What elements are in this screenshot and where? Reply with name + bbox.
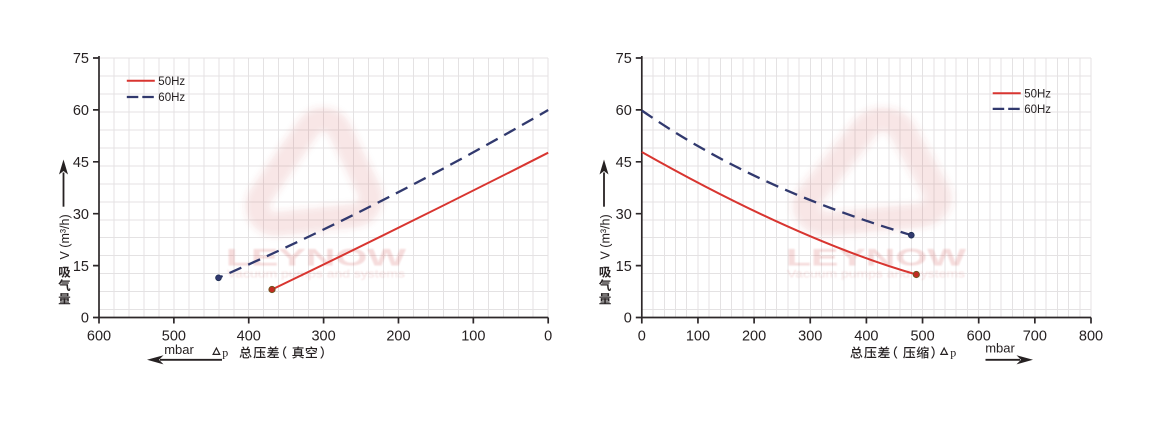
- svg-text:300: 300: [311, 329, 335, 345]
- svg-text:50Hz: 50Hz: [1024, 88, 1051, 100]
- svg-text:0: 0: [544, 329, 552, 345]
- svg-text:60: 60: [73, 103, 89, 119]
- svg-text:0: 0: [638, 329, 646, 345]
- svg-text:p: p: [950, 345, 956, 359]
- svg-text:15: 15: [73, 259, 89, 275]
- svg-text:mbar: mbar: [164, 342, 194, 357]
- svg-text:LEYNOW: LEYNOW: [786, 245, 967, 272]
- svg-text:300: 300: [798, 329, 822, 345]
- svg-text:100: 100: [686, 329, 710, 345]
- svg-text:30: 30: [616, 207, 632, 223]
- svg-text:800: 800: [1079, 329, 1103, 345]
- svg-text:V (m³/h): V (m³/h): [58, 214, 72, 259]
- svg-text:500: 500: [910, 329, 934, 345]
- svg-text:45: 45: [73, 155, 89, 171]
- svg-text:75: 75: [616, 51, 632, 67]
- svg-text:60Hz: 60Hz: [158, 92, 185, 104]
- svg-text:700: 700: [1023, 329, 1047, 345]
- svg-text:15: 15: [616, 259, 632, 275]
- svg-text:400: 400: [854, 329, 878, 345]
- svg-text:400: 400: [237, 329, 261, 345]
- svg-text:0: 0: [81, 311, 89, 327]
- svg-text:mbar: mbar: [985, 341, 1015, 356]
- svg-text:200: 200: [742, 329, 766, 345]
- svg-text:45: 45: [616, 155, 632, 171]
- svg-text:50Hz: 50Hz: [158, 76, 185, 88]
- svg-text:600: 600: [967, 329, 991, 345]
- svg-text:p: p: [222, 345, 228, 359]
- svg-text:100: 100: [461, 329, 485, 345]
- svg-text:Vacuum pumps and systems: Vacuum pumps and systems: [787, 269, 966, 281]
- svg-text:60: 60: [616, 103, 632, 119]
- svg-text:0: 0: [624, 311, 632, 327]
- svg-text:V (m³/h): V (m³/h): [598, 214, 612, 259]
- svg-text:Vacuum pumps and systems: Vacuum pumps and systems: [227, 269, 406, 281]
- svg-text:200: 200: [386, 329, 410, 345]
- svg-text:30: 30: [73, 207, 89, 223]
- svg-text:60Hz: 60Hz: [1024, 104, 1051, 116]
- svg-text:75: 75: [73, 51, 89, 67]
- svg-text:600: 600: [87, 329, 111, 345]
- svg-text:500: 500: [162, 329, 186, 345]
